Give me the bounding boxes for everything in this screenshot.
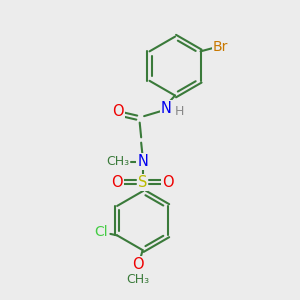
Text: CH₃: CH₃ <box>127 273 150 286</box>
Text: O: O <box>162 175 174 190</box>
Text: Cl: Cl <box>94 225 107 239</box>
Text: O: O <box>112 104 123 119</box>
Text: H: H <box>175 105 184 118</box>
Text: N: N <box>137 154 148 169</box>
Text: N: N <box>161 101 172 116</box>
Text: Br: Br <box>213 40 228 54</box>
Text: S: S <box>138 175 147 190</box>
Text: O: O <box>132 257 144 272</box>
Text: O: O <box>111 175 123 190</box>
Text: CH₃: CH₃ <box>106 155 129 168</box>
